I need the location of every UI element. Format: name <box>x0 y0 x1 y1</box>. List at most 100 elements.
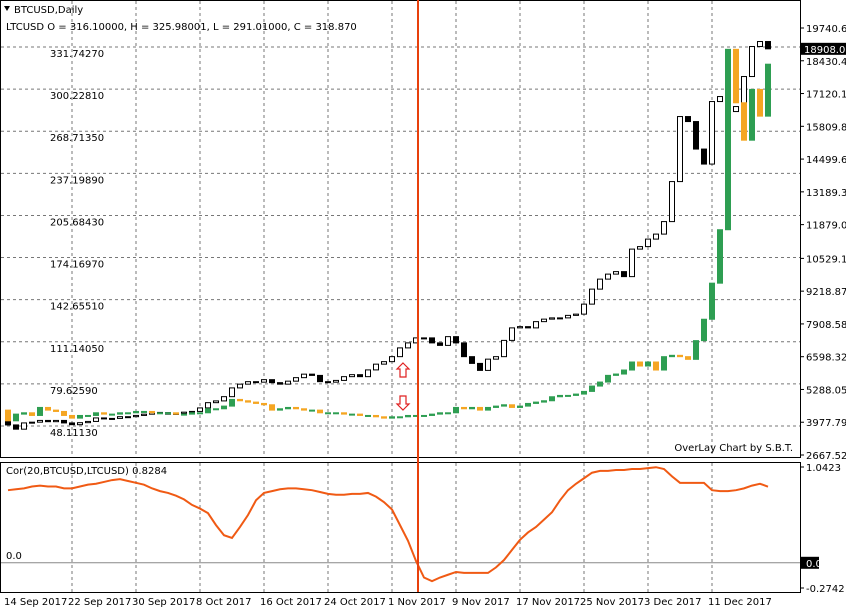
x-tick-label: 14 Sep 2017 <box>4 597 67 608</box>
candle <box>621 369 627 375</box>
candle <box>349 374 355 378</box>
candle <box>21 422 27 430</box>
candle <box>389 356 395 363</box>
candle <box>309 373 315 376</box>
y-tick-label: 14499.615 <box>806 155 846 166</box>
correlation-line <box>7 466 769 583</box>
candle <box>685 356 691 360</box>
candle <box>77 422 83 426</box>
candle <box>85 414 91 417</box>
candle <box>317 374 323 383</box>
y-tick-label: 3977.790 <box>806 418 846 429</box>
candle <box>437 412 443 415</box>
candle <box>381 416 387 419</box>
candle <box>765 41 771 50</box>
candle <box>485 358 491 371</box>
candle <box>549 396 555 402</box>
y2-tick-label: 111.14050 <box>50 344 104 355</box>
y-tick-label: 2667.525 <box>806 451 846 462</box>
candle <box>101 412 107 415</box>
candle <box>445 336 451 346</box>
candle <box>269 379 275 384</box>
candle <box>285 406 291 410</box>
y2-tick-label: 79.62590 <box>50 386 98 397</box>
candle <box>189 410 195 413</box>
candle <box>125 412 131 415</box>
candle <box>61 410 67 416</box>
y-tick-label: 18430.410 <box>806 57 846 68</box>
candle <box>533 321 539 329</box>
candle <box>541 400 547 403</box>
value-box <box>801 556 819 569</box>
candle <box>717 229 723 284</box>
indicator-title: Cor(20,BTCUSD,LTCUSD) 0.8284 <box>6 466 167 477</box>
candle <box>549 317 555 320</box>
candle <box>205 408 211 414</box>
candle <box>181 413 187 416</box>
candle <box>13 424 19 430</box>
y-tick-label: 13189.350 <box>806 188 846 199</box>
down-arrow <box>395 395 411 411</box>
y-tick-label: 10529.135 <box>806 254 846 265</box>
candle <box>389 416 395 419</box>
level-label: 0.0 <box>6 551 22 562</box>
candle <box>21 412 27 415</box>
candle <box>61 419 67 424</box>
candle <box>85 420 91 424</box>
candle <box>709 282 715 320</box>
candle <box>277 408 283 411</box>
main-frame <box>0 0 801 458</box>
candle <box>565 394 571 397</box>
y-tick-label: -0.2742 <box>806 584 845 595</box>
candle <box>461 342 467 358</box>
y-tick-label: 7908.585 <box>806 320 846 331</box>
candle <box>189 412 195 415</box>
candle <box>573 393 579 396</box>
candle <box>741 102 747 141</box>
candle <box>573 313 579 316</box>
y-tick-label: 6598.320 <box>806 353 846 364</box>
candle <box>261 402 267 406</box>
candle <box>693 340 699 360</box>
y2-tick-label: 48.11130 <box>50 428 98 439</box>
candle <box>269 404 275 411</box>
candle <box>581 390 587 395</box>
candle <box>301 408 307 411</box>
candle <box>53 419 59 423</box>
candle <box>485 406 491 411</box>
price-label: 18908.000 <box>804 45 846 56</box>
candle <box>517 405 523 408</box>
candle <box>517 326 523 329</box>
candle <box>653 361 659 371</box>
candle <box>629 361 635 371</box>
candle <box>309 409 315 412</box>
x-tick-label: 3 Dec 2017 <box>644 597 702 608</box>
candle <box>45 419 51 423</box>
candle <box>597 381 603 387</box>
y-tick-label: 11879.085 <box>806 221 846 232</box>
candle <box>341 412 347 415</box>
candle <box>93 412 99 416</box>
candle <box>741 76 747 108</box>
candle <box>69 422 75 426</box>
candle <box>493 405 499 408</box>
candle <box>93 417 99 422</box>
candle <box>197 407 203 412</box>
candle <box>597 278 603 290</box>
candle <box>149 410 155 414</box>
y-tick-label: 19740.675 <box>806 24 846 35</box>
candle <box>661 356 667 371</box>
candle <box>677 354 683 358</box>
candle <box>237 383 243 389</box>
y-tick-label: 1.0423 <box>806 463 841 474</box>
candle <box>317 409 323 414</box>
y2-tick-label: 268.71350 <box>50 133 104 144</box>
candle <box>701 318 707 342</box>
candle <box>509 327 515 341</box>
candle <box>637 361 643 367</box>
candle <box>477 406 483 411</box>
candle <box>293 406 299 410</box>
candle <box>53 409 59 412</box>
candle <box>365 369 371 378</box>
